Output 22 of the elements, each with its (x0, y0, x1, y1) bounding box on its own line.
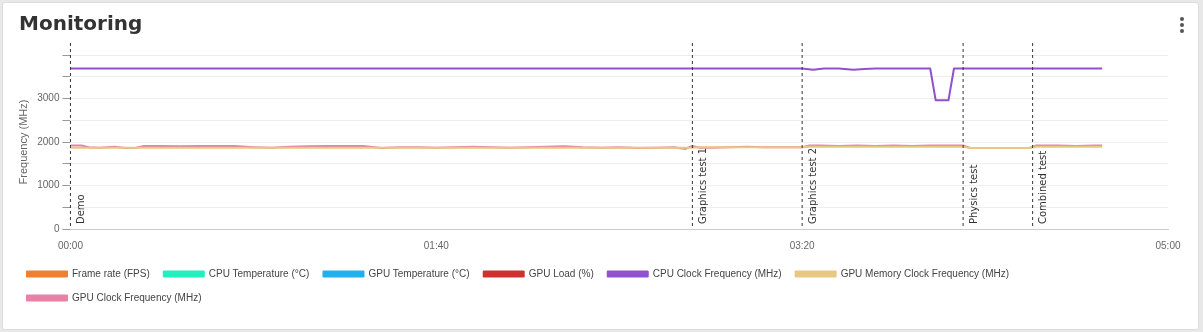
legend-label: GPU Temperature (°C) (368, 267, 470, 279)
y-tick-label: 0 (53, 222, 60, 234)
y-tick-label: 2000 (37, 135, 60, 147)
x-tick-label: 05:00 (1155, 239, 1181, 251)
x-tick-label: 01:40 (423, 239, 450, 251)
legend-label: CPU Clock Frequency (MHz) (652, 267, 782, 279)
legend-label: Frame rate (FPS) (72, 267, 150, 279)
legend-label: GPU Clock Frequency (MHz) (72, 291, 202, 303)
ref-line-label: Physics test (967, 164, 979, 224)
legend-label: CPU Temperature (°C) (208, 267, 310, 279)
x-tick-label: 03:20 (789, 239, 816, 251)
legend-label: GPU Memory Clock Frequency (MHz) (840, 267, 1010, 279)
ref-line-label: Combined test (1037, 150, 1049, 224)
y-tick-label: 1000 (37, 179, 60, 191)
ref-line-label: Graphics test 1 (696, 147, 708, 224)
y-axis-title: Frequency (MHz) (16, 99, 29, 185)
ref-line-label: Graphics test 2 (806, 147, 818, 224)
x-tick-label: 00:00 (57, 239, 84, 251)
ref-line-label: Demo (75, 194, 87, 224)
chart-title: Monitoring (19, 11, 143, 35)
legend-label: GPU Load (%) (528, 267, 594, 279)
y-tick-label: 3000 (37, 92, 60, 104)
